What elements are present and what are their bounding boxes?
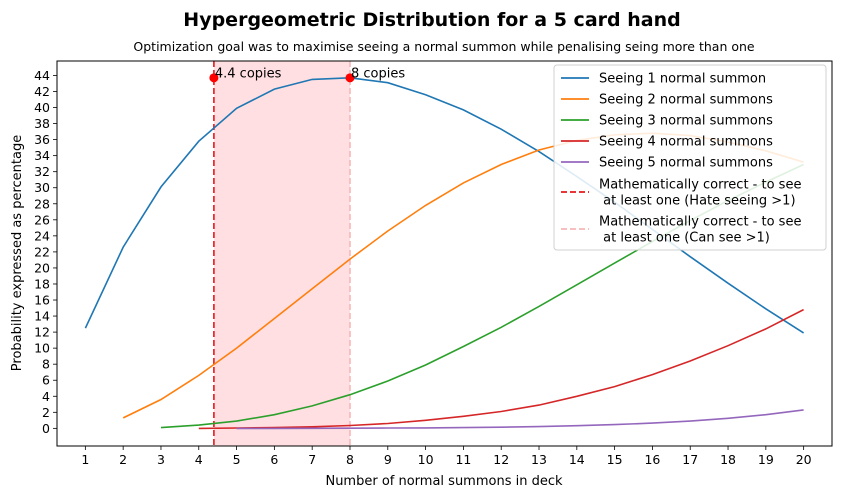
x-tick-label: 8: [346, 452, 354, 467]
y-axis: 0246810121416182022242628303234363840424…: [34, 68, 57, 436]
x-tick-label: 11: [455, 452, 471, 467]
chart-title: Hypergeometric Distribution for a 5 card…: [183, 9, 680, 31]
y-tick-label: 40: [34, 100, 50, 115]
y-tick-label: 24: [34, 228, 50, 243]
x-tick-label: 1: [81, 452, 89, 467]
y-tick-label: 4: [42, 389, 50, 404]
y-tick-label: 22: [34, 244, 50, 259]
y-tick-label: 2: [42, 405, 50, 420]
legend-entry-2: Seeing 2 normal summons: [599, 93, 773, 108]
vline-layer: [213, 61, 351, 446]
x-tick-label: 18: [720, 452, 736, 467]
x-tick-label: 10: [418, 452, 434, 467]
y-tick-label: 8: [42, 357, 50, 372]
marker-label-1: 4.4 copies: [215, 66, 282, 81]
y-tick-label: 26: [34, 212, 50, 227]
plot-frame: [56, 60, 833, 447]
y-tick-label: 10: [34, 341, 50, 356]
y-tick-label: 18: [34, 276, 50, 291]
y-tick-label: 14: [34, 309, 50, 324]
x-tick-label: 5: [233, 452, 241, 467]
y-tick-label: 42: [34, 84, 50, 99]
x-tick-label: 15: [607, 452, 623, 467]
y-tick-label: 30: [34, 180, 50, 195]
x-tick-label: 2: [119, 452, 127, 467]
shade-layer: [213, 61, 350, 446]
legend-entry-4: Seeing 4 normal summons: [599, 135, 773, 150]
legend-entry-1: Seeing 1 normal summon: [599, 72, 766, 87]
legend-entry-5: Seeing 5 normal summons: [599, 156, 773, 171]
marker-layer: 4.4 copies 8 copies: [209, 66, 405, 83]
series-line-5: [236, 409, 804, 430]
legend-vline-entry-2: Mathematically correct - to see at least…: [599, 215, 801, 246]
y-tick-label: 44: [34, 68, 50, 83]
marker-label-2: 8 copies: [351, 66, 405, 81]
y-tick-label: 6: [42, 373, 50, 388]
legend: Seeing 1 normal summon Seeing 2 normal su…: [553, 64, 827, 251]
y-tick-label: 16: [34, 293, 50, 308]
x-tick-label: 16: [644, 452, 660, 467]
series-line-1: [84, 76, 805, 334]
legend-entry-3: Seeing 3 normal summons: [599, 114, 773, 129]
y-tick-label: 34: [34, 148, 50, 163]
x-tick-label: 6: [270, 452, 278, 467]
shaded-region: [213, 61, 350, 446]
marker-point-2: [345, 73, 355, 83]
y-tick-label: 28: [34, 196, 50, 211]
x-axis-label: Number of normal summons in deck: [325, 474, 563, 489]
x-tick-label: 13: [531, 452, 547, 467]
y-tick-label: 38: [34, 116, 50, 131]
chart-subtitle: Optimization goal was to maximise seeing…: [133, 39, 755, 54]
y-tick-label: 32: [34, 164, 50, 179]
legend-vline-entry-1: Mathematically correct - to see at least…: [599, 178, 801, 209]
y-tick-label: 12: [34, 325, 50, 340]
y-tick-label: 36: [34, 132, 50, 147]
x-tick-label: 12: [493, 452, 509, 467]
x-tick-label: 9: [384, 452, 392, 467]
y-tick-label: 20: [34, 260, 50, 275]
series-line-4: [198, 308, 804, 430]
x-tick-label: 14: [569, 452, 585, 467]
x-tick-label: 19: [758, 452, 774, 467]
legend-box: [553, 64, 827, 251]
x-tick-label: 3: [157, 452, 165, 467]
x-tick-label: 7: [308, 452, 316, 467]
x-tick-label: 4: [195, 452, 203, 467]
x-tick-label: 17: [682, 452, 698, 467]
x-axis: 1 2 3 4 5 6 7 8 9 10 11 12 13 14 15 16 17 18 19 20: [81, 446, 812, 467]
marker-point-1: [209, 73, 219, 83]
y-tick-label: 0: [42, 421, 50, 436]
y-axis-label: Probability expressed as percentage: [10, 135, 25, 371]
x-tick-label: 20: [796, 452, 812, 467]
